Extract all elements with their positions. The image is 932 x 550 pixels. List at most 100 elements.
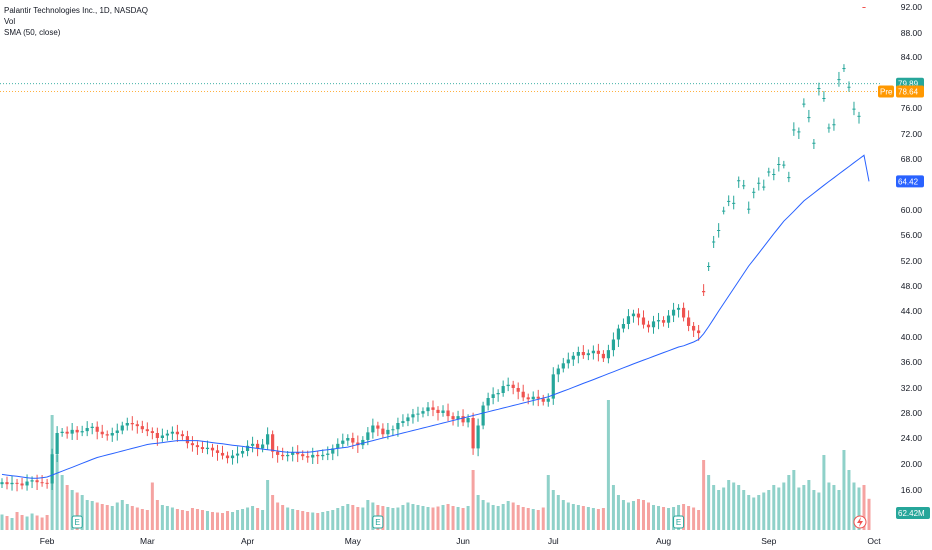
candle-body: [717, 230, 721, 231]
volume-bar: [331, 510, 335, 530]
earnings-marker[interactable]: E: [372, 515, 384, 529]
candle: [210, 443, 215, 457]
time-tick-label: Jul: [548, 536, 559, 546]
volume-bar: [767, 490, 771, 530]
volume-bar: [747, 495, 751, 530]
volume-bar: [782, 482, 786, 530]
candle: [95, 421, 99, 440]
candle-body: [461, 416, 465, 423]
candle: [551, 367, 555, 405]
price-tick-label: 36.00: [901, 357, 923, 367]
candle-body: [80, 431, 84, 433]
candle-body: [416, 413, 420, 415]
candle-body: [732, 202, 736, 204]
volume-bar: [55, 455, 59, 530]
volume-bar: [446, 504, 450, 530]
volume-bar: [631, 501, 635, 530]
volume-bar: [246, 507, 250, 530]
candle: [401, 414, 405, 427]
volume-bar: [852, 482, 856, 530]
candle: [115, 423, 119, 441]
candle: [105, 430, 109, 441]
candle: [351, 432, 355, 450]
volume-value-tag-text: 62.42M: [898, 509, 925, 518]
volume-bar: [476, 495, 480, 530]
lightning-icon[interactable]: [853, 515, 867, 529]
earnings-marker[interactable]: E: [673, 515, 685, 529]
volume-bar: [566, 502, 570, 530]
candle: [45, 478, 49, 489]
candle-body: [210, 447, 215, 451]
volume-bar: [326, 511, 330, 530]
candle-body: [276, 451, 280, 455]
candle: [837, 71, 841, 87]
candle-body: [391, 429, 395, 431]
candle-body: [621, 324, 626, 329]
candle: [190, 436, 195, 452]
candle-body: [526, 397, 530, 400]
price-tick-label: 92.00: [901, 2, 923, 12]
candle: [185, 430, 190, 449]
candle: [361, 436, 365, 450]
volume-bar: [296, 510, 300, 530]
candle: [436, 406, 440, 421]
volume-bar: [336, 508, 340, 530]
volume-bar: [70, 490, 74, 530]
volume-bar: [652, 505, 656, 530]
volume-bar: [727, 480, 731, 530]
candle: [686, 310, 691, 332]
earnings-marker[interactable]: E: [71, 515, 83, 529]
volume-bar: [777, 487, 781, 530]
candle: [611, 332, 616, 357]
candle: [757, 177, 761, 191]
candle: [656, 312, 661, 330]
candle-body: [321, 454, 325, 457]
candle-body: [35, 480, 39, 483]
candle-body: [446, 410, 450, 417]
candle-body: [140, 426, 144, 430]
candle-body: [601, 353, 605, 359]
volume-bar: [231, 512, 235, 530]
volume-bar: [366, 500, 370, 530]
candle-body: [436, 409, 440, 413]
candle-body: [566, 359, 570, 364]
candle-body: [792, 129, 796, 131]
volume-bar: [351, 505, 355, 530]
candle: [145, 422, 149, 437]
earnings-icon[interactable]: [673, 515, 685, 529]
candle: [200, 441, 205, 453]
volume-bar: [226, 511, 230, 530]
candle-body: [230, 455, 235, 459]
candle: [35, 474, 39, 490]
candle: [135, 420, 139, 434]
volume-bar: [501, 504, 505, 530]
time-tick-label: Jun: [456, 536, 470, 546]
volume-bar: [862, 485, 866, 530]
candle: [812, 139, 816, 149]
candle: [561, 357, 565, 373]
volume-bar: [291, 509, 295, 530]
candle-body: [697, 330, 701, 334]
candle-body: [641, 317, 646, 325]
sma-value-tag-text: 64.42: [898, 177, 919, 186]
candle: [541, 394, 545, 406]
earnings-icon[interactable]: [372, 515, 384, 529]
volume-bar: [797, 487, 801, 530]
candle-body: [516, 388, 520, 392]
volume-bar: [586, 507, 590, 530]
candle: [205, 440, 210, 455]
candle: [75, 426, 79, 440]
candle-body: [707, 266, 711, 267]
volume-bar: [742, 490, 746, 530]
candle-body: [807, 117, 811, 119]
volume-bar: [576, 505, 580, 530]
earnings-label: E: [676, 518, 681, 527]
candle: [571, 352, 575, 366]
candle: [381, 423, 385, 438]
earnings-icon[interactable]: [71, 515, 83, 529]
volume-bar: [431, 507, 435, 530]
candle: [752, 187, 756, 199]
candle: [261, 438, 265, 453]
candle: [195, 441, 200, 455]
